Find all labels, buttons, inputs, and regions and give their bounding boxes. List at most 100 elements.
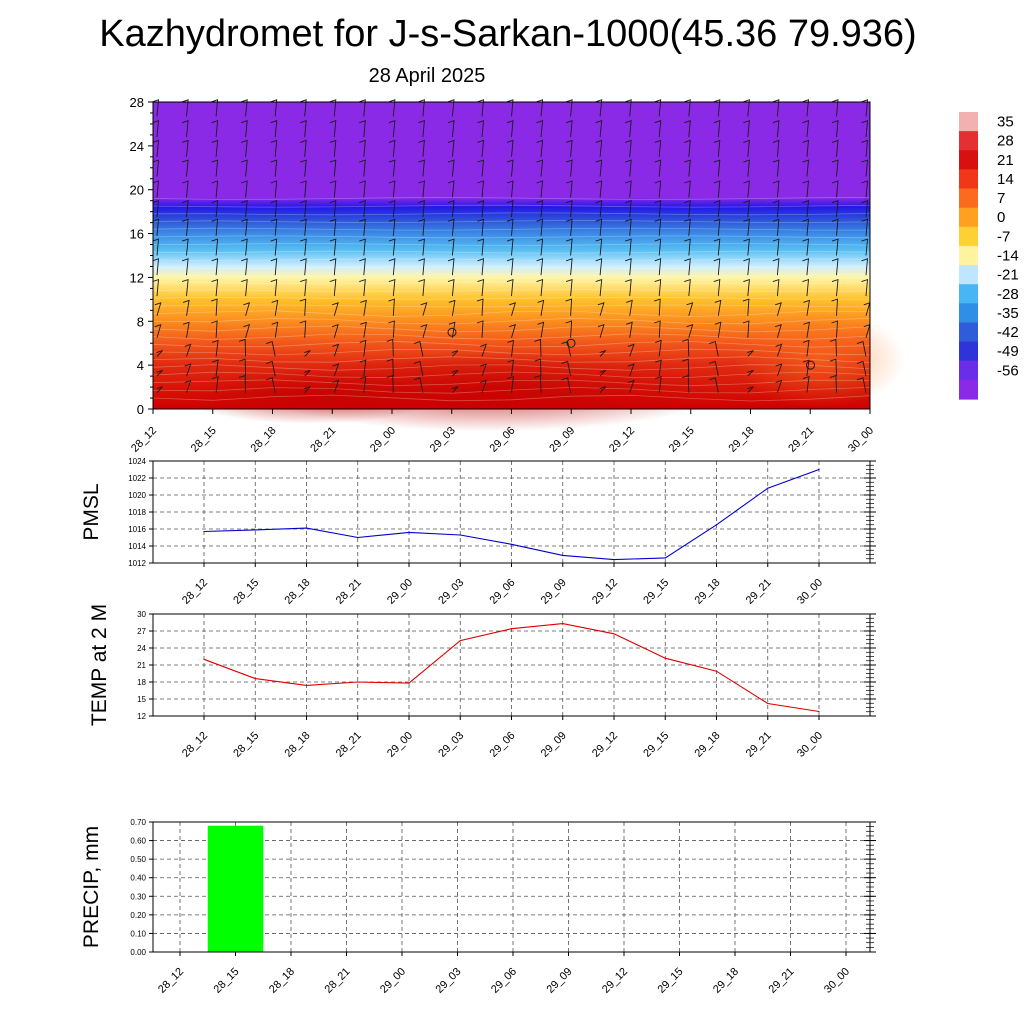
wind-barb: [181, 200, 189, 218]
wind-barb: [476, 298, 484, 316]
x-tick-label: 28_12: [156, 966, 186, 996]
data-point: [613, 633, 615, 635]
wind-barb: [243, 324, 251, 338]
wind-barb: [714, 321, 722, 338]
wind-barb: [238, 358, 247, 377]
colorbar-swatch: [959, 322, 978, 343]
x-tick-label: 29_18: [693, 577, 723, 607]
y-tick-label: 0.50: [130, 855, 146, 864]
wind-barbs: [152, 99, 871, 393]
wind-barb: [332, 379, 340, 393]
x-tick-label: 29_12: [607, 425, 637, 455]
wind-barb: [565, 99, 573, 117]
wind-barb: [270, 238, 278, 256]
wind-barb: [654, 218, 662, 236]
wind-barb: [534, 358, 542, 377]
wind-barb: [625, 99, 632, 117]
x-tick-label: 29_15: [667, 425, 697, 455]
wind-barb: [418, 258, 425, 276]
colorbar-label: -49: [997, 343, 1019, 360]
y-tick-label: 24: [130, 139, 144, 154]
wind-barb: [595, 238, 603, 256]
wind-barb: [507, 359, 515, 377]
wind-barb: [448, 299, 456, 316]
wind-barb: [241, 238, 248, 256]
wind-barb: [684, 159, 691, 177]
wind-barb: [595, 200, 603, 218]
wind-barb: [509, 302, 516, 316]
wind-barb: [654, 120, 662, 138]
wind-barb: [772, 159, 780, 177]
wind-barb: [211, 159, 219, 177]
contour-line: [152, 243, 871, 246]
y-tick-label: 15: [137, 695, 146, 704]
data-point: [203, 530, 205, 533]
contour-line: [152, 220, 871, 223]
wind-barb: [599, 386, 607, 393]
wind-barb: [300, 99, 307, 117]
wind-barb: [506, 258, 514, 276]
wind-barb: [599, 350, 607, 357]
wind-barb: [388, 218, 396, 236]
wind-barb: [270, 120, 278, 138]
x-tick-label: 28_18: [267, 966, 297, 996]
wind-barb: [713, 139, 721, 157]
wind-barb: [595, 139, 603, 157]
wind-barb: [713, 180, 721, 198]
wind-barb: [270, 278, 278, 297]
wind-barb: [388, 238, 396, 256]
wind-barb: [625, 180, 632, 198]
wind-barb: [595, 218, 603, 236]
wind-barb: [682, 374, 690, 393]
y-tick-label: 18: [137, 678, 146, 687]
wind-barb: [775, 363, 783, 377]
wind-barb: [152, 278, 160, 297]
wind-barb: [534, 338, 542, 357]
wind-barb: [211, 278, 219, 297]
wind-barb: [156, 386, 163, 393]
contour-line: [152, 304, 871, 308]
x-tick-label: 28_12: [129, 425, 159, 455]
wind-barb: [595, 120, 603, 138]
wind-barb: [772, 238, 780, 256]
wind-barb: [654, 278, 662, 297]
wind-barb: [861, 218, 869, 236]
wind-barb: [536, 99, 544, 117]
x-tick-label: 29_09: [545, 966, 575, 996]
contour-line: [152, 394, 871, 402]
data-point: [664, 557, 666, 559]
colorbar-label: 35: [997, 114, 1014, 131]
wind-barb: [742, 320, 750, 338]
wind-barb: [241, 120, 248, 138]
wind-barb: [713, 120, 721, 138]
wind-barb: [775, 379, 783, 393]
wind-barb: [241, 139, 248, 157]
y-tick-label: 1018: [128, 508, 146, 517]
wind-barb: [743, 258, 750, 276]
wind-barb: [625, 139, 632, 157]
wind-barb: [861, 99, 869, 117]
x-tick-label: 29_21: [767, 966, 797, 996]
wind-barb: [713, 218, 721, 236]
y-tick-label: 0: [137, 402, 144, 417]
wind-barb: [831, 139, 839, 157]
wind-barb: [241, 159, 248, 177]
wind-barb: [476, 320, 484, 338]
wind-barb: [831, 278, 839, 297]
wind-barb: [856, 341, 867, 357]
colorbar-swatch: [959, 360, 978, 381]
wind-barb: [709, 377, 719, 393]
wind-barb: [565, 298, 573, 316]
wind-barb: [154, 324, 162, 338]
colorbar-label: -28: [997, 286, 1019, 303]
colorbar-label: 21: [997, 152, 1014, 169]
y-axis-label: TEMP at 2 M: [88, 604, 111, 726]
wind-barb: [388, 99, 396, 117]
colorbar-swatch: [959, 207, 978, 228]
wind-barb: [686, 302, 694, 316]
wind-barb: [388, 120, 396, 138]
wind-barb: [270, 139, 278, 157]
wind-barb: [684, 180, 691, 198]
wind-barb: [300, 238, 307, 256]
data-point: [305, 527, 308, 529]
